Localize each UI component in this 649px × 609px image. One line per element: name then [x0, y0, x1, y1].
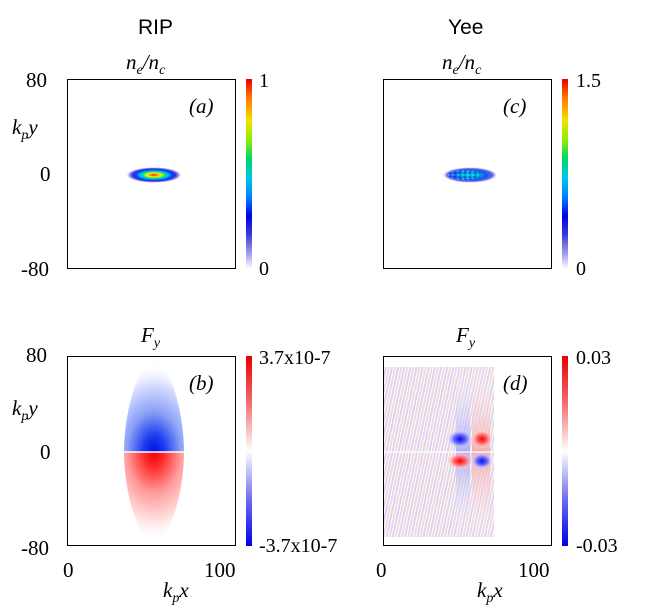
panel-d-red-lobe-upper — [470, 429, 494, 449]
panel-d-plot: (d) — [383, 356, 552, 546]
panel-c-noise — [448, 170, 480, 180]
panel-c-cbar-min: 0 — [576, 258, 586, 280]
x-tick-100-left: 100 — [204, 558, 236, 582]
panel-a-plot: (a) — [67, 79, 236, 269]
panel-a-cbar-min: 0 — [259, 258, 269, 280]
panel-d-colorbar — [562, 356, 568, 546]
panel-a-colorbar — [246, 79, 252, 269]
panel-b-title: Fy — [141, 323, 161, 352]
x-axis-label-left: kpx — [163, 578, 189, 607]
y-tick-top-upper: 80 — [26, 68, 47, 92]
panel-d-red-lobe-lower — [446, 452, 474, 470]
panel-b-cbar-min: -3.7x10-7 — [259, 535, 338, 557]
x-tick-100-right: 100 — [518, 558, 550, 582]
panel-c-plot: (c) — [383, 79, 552, 269]
x-tick-0-right: 0 — [376, 558, 387, 582]
panel-d-blue-lobe-lower — [470, 452, 494, 470]
panel-c-label: (c) — [503, 94, 527, 118]
x-axis-label-right: kpx — [477, 578, 503, 607]
y-tick-top-lower: 80 — [26, 343, 47, 367]
y-axis-label-upper: kpy — [12, 115, 38, 144]
panel-d-title: Fy — [456, 323, 476, 352]
y-tick-mid-upper: 0 — [40, 162, 51, 186]
panel-a-label: (a) — [189, 94, 214, 118]
panel-d-blue-lobe-upper — [446, 429, 474, 449]
panel-b-lower-lobe — [124, 452, 184, 542]
y-tick-bottom-upper: -80 — [21, 257, 49, 281]
panel-a-cbar-max: 1 — [259, 70, 269, 92]
panel-b-label: (b) — [189, 371, 214, 395]
panel-c-title: ne/nc — [442, 50, 482, 79]
x-tick-0-left: 0 — [63, 558, 74, 582]
panel-d-label: (d) — [503, 371, 528, 395]
column-title-rip: RIP — [138, 16, 174, 39]
column-title-yee: Yee — [448, 16, 484, 39]
panel-b-upper-lobe — [124, 362, 184, 452]
y-axis-label-lower: kpy — [12, 396, 38, 425]
panel-b-plot: (b) — [67, 356, 236, 546]
panel-c-colorbar — [562, 79, 568, 269]
y-tick-mid-lower: 0 — [40, 440, 51, 464]
y-tick-bottom-lower: -80 — [21, 536, 49, 560]
panel-b-colorbar — [246, 356, 252, 546]
panel-d-cbar-max: 0.03 — [576, 347, 611, 369]
panel-c-cbar-max: 1.5 — [576, 70, 601, 92]
panel-a-bunch — [126, 167, 182, 183]
panel-d-cbar-min: -0.03 — [576, 535, 618, 557]
panel-b-cbar-max: 3.7x10-7 — [259, 347, 331, 369]
panel-a-title: ne/nc — [126, 50, 166, 79]
